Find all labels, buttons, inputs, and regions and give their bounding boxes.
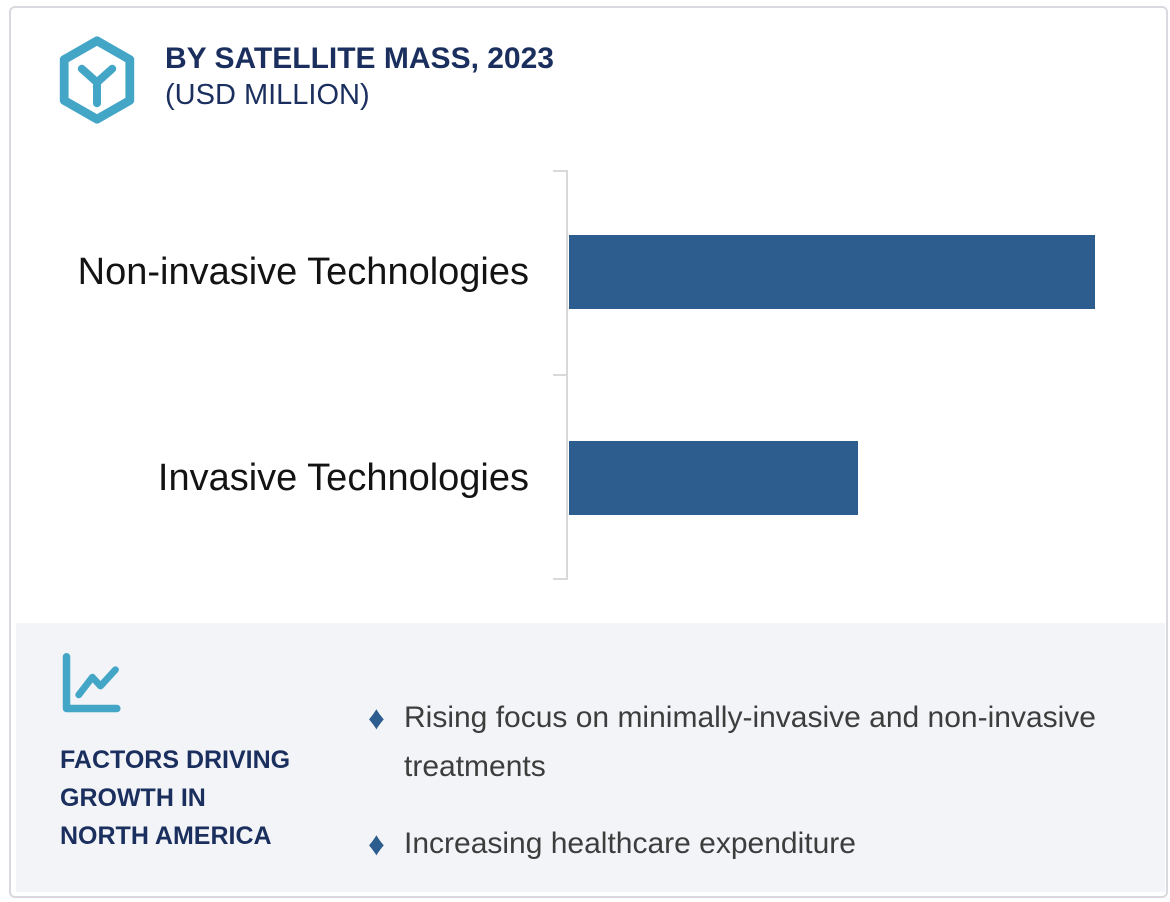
hexagon-cube-icon [59, 36, 135, 124]
diamond-bullet-icon: ♦ [368, 699, 385, 736]
list-item: ♦ Increasing healthcare expenditure [368, 819, 1128, 868]
bullet-text: Rising focus on minimally-invasive and n… [404, 701, 1096, 783]
diamond-bullet-icon: ♦ [368, 825, 385, 862]
bar-invasive [569, 441, 858, 515]
chart-card: BY SATELLITE MASS, 2023 (USD MILLION) No… [9, 6, 1168, 898]
factors-bullet-list: ♦ Rising focus on minimally-invasive and… [368, 693, 1128, 896]
chart-subtitle: (USD MILLION) [165, 79, 370, 111]
axis-tick [553, 374, 568, 376]
bullet-text: Increasing healthcare expenditure [404, 827, 856, 860]
bar-non-invasive [569, 235, 1095, 309]
bar-label-invasive: Invasive Technologies [157, 457, 529, 499]
axis-tick [553, 170, 568, 172]
axis-tick [553, 578, 568, 580]
bar-label-non-invasive: Non-invasive Technologies [77, 251, 529, 293]
line-chart-icon [62, 653, 121, 713]
factors-panel: FACTORS DRIVING GROWTH IN NORTH AMERICA … [16, 623, 1165, 892]
factors-heading: FACTORS DRIVING GROWTH IN NORTH AMERICA [60, 746, 291, 850]
page-title: BY SATELLITE MASS, 2023 (USD MILLION) [165, 40, 554, 114]
list-item: ♦ Rising focus on minimally-invasive and… [368, 693, 1128, 791]
chart-title: BY SATELLITE MASS, 2023 [165, 42, 554, 75]
